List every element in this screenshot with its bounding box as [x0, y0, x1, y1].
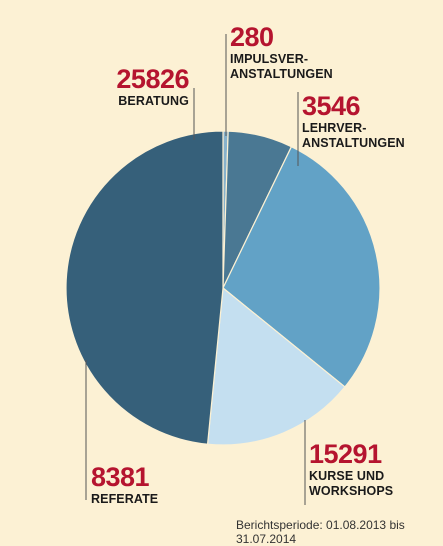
pie-slice-referate	[206, 286, 346, 446]
value-beratung: 25826	[116, 64, 189, 94]
value-referate: 8381	[91, 462, 150, 492]
label-lehrveranstaltungen: 3546 LEHRVER- ANSTALTUNGEN	[302, 93, 405, 151]
reporting-period-note: Berichtsperiode: 01.08.2013 bis 31.07.20…	[236, 518, 405, 546]
pie-slice-kurse-workshops	[222, 145, 381, 388]
value-impulsveranstaltungen: 280	[230, 22, 274, 52]
value-kurse-workshops: 15291	[309, 439, 382, 469]
name-referate: REFERATE	[91, 492, 159, 506]
label-beratung: 25826 BERATUNG	[116, 66, 189, 109]
name-kurse-workshops: KURSE UND WORKSHOPS	[309, 469, 394, 498]
pie-slice-beratung	[65, 130, 224, 445]
label-referate: 8381 REFERATE	[91, 464, 158, 507]
name-impulsveranstaltungen: IMPULSVER- ANSTALTUNGEN	[230, 52, 333, 81]
name-beratung: BERATUNG	[118, 94, 189, 108]
value-lehrveranstaltungen: 3546	[302, 91, 361, 121]
label-impulsveranstaltungen: 280 IMPULSVER- ANSTALTUNGEN	[230, 24, 333, 82]
name-lehrveranstaltungen: LEHRVER- ANSTALTUNGEN	[302, 121, 405, 150]
label-kurse-workshops: 15291 KURSE UND WORKSHOPS	[309, 441, 393, 499]
